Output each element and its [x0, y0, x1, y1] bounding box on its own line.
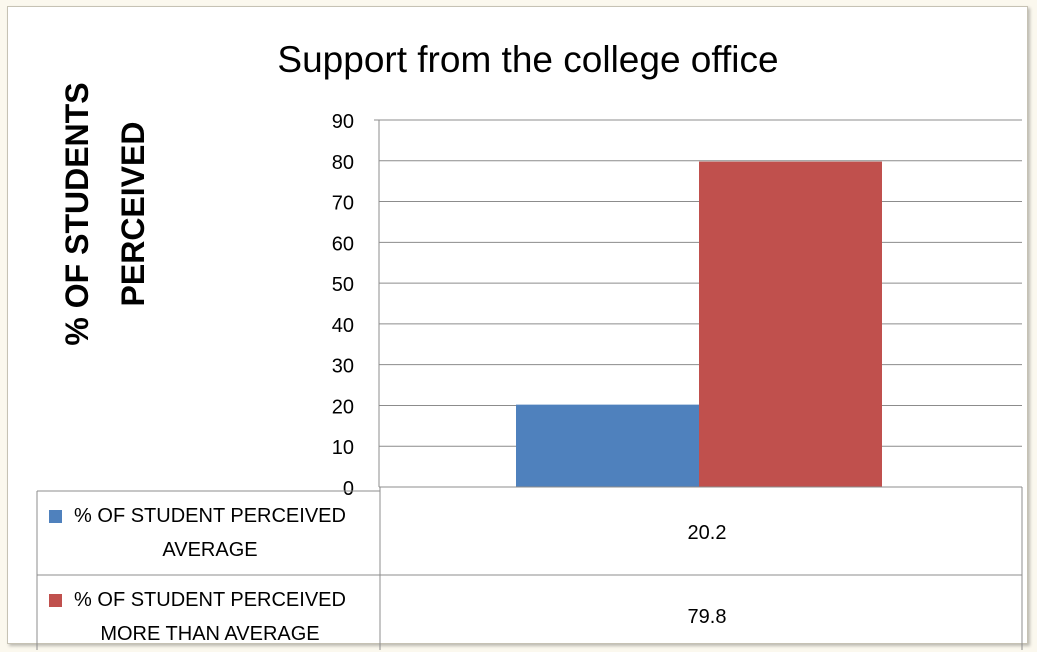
legend-label-average: % OF STUDENT PERCEIVED: [74, 505, 346, 527]
y-tick-label: 0: [343, 478, 354, 500]
legend-label-average-line-2: AVERAGE: [162, 539, 257, 561]
legend-label-more-than-average-line-2: MORE THAN AVERAGE: [100, 623, 319, 645]
y-tick-label: 90: [332, 111, 354, 133]
bars: [516, 161, 882, 488]
data-label-more-than-average: 79.8: [688, 606, 727, 628]
y-axis-label-line-1: % OF STUDENTS: [59, 82, 95, 345]
y-tick-label: 80: [332, 152, 354, 174]
y-tick-label: 20: [332, 396, 354, 418]
y-tick-labels: 0 10 20 30 40 50 60 70 80 90: [332, 111, 354, 500]
data-table: % OF STUDENT PERCEIVED AVERAGE 20.2 % OF ST…: [36, 487, 1023, 650]
y-tick-label: 30: [332, 356, 354, 378]
y-tick-label: 60: [332, 233, 354, 255]
chart-title: Support from the college office: [277, 39, 778, 80]
bar-more-than-average: [699, 161, 882, 488]
y-axis-label-line-2: PERCEIVED: [115, 122, 151, 307]
bar-average: [516, 404, 699, 487]
legend-key-average: [49, 510, 62, 523]
legend-label-more-than-average: % OF STUDENT PERCEIVED: [74, 589, 346, 611]
y-tick-label: 10: [332, 437, 354, 459]
y-axis-label: % OF STUDENTS PERCEIVED: [59, 82, 151, 345]
y-tick-label: 40: [332, 315, 354, 337]
y-tick-label: 70: [332, 193, 354, 215]
data-label-average: 20.2: [688, 522, 727, 544]
y-tick-label: 50: [332, 274, 354, 296]
axes: [374, 119, 1022, 488]
legend-key-more-than-average: [49, 594, 62, 607]
